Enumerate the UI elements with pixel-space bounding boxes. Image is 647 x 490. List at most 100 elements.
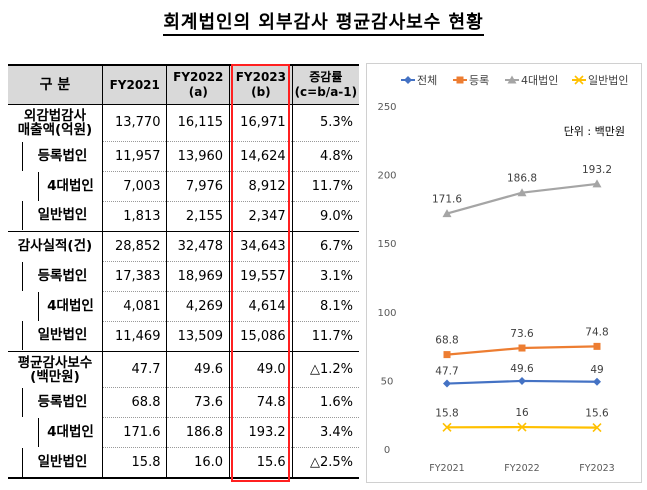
table-cell: 49.6 <box>166 350 230 388</box>
data-point <box>517 422 527 432</box>
row-label: 평균감사보수 (백만원) <box>8 350 103 388</box>
data-label: 16 <box>515 407 529 419</box>
table-cell: 13,770 <box>101 104 167 142</box>
table-row: 등록법인 17,383 18,969 19,557 3.1% <box>8 261 359 292</box>
table-row: 평균감사보수 (백만원) 47.7 49.6 49.0 △1.2% <box>8 350 359 388</box>
legend-label: 등록 <box>469 74 489 87</box>
table-cell: 28,852 <box>101 230 167 262</box>
table-cell: 32,478 <box>166 230 230 262</box>
data-point <box>593 342 601 350</box>
table-cell: 9.0% <box>291 201 359 231</box>
x-tick-label: FY2023 <box>579 463 614 474</box>
table-cell: 3.1% <box>291 261 359 292</box>
data-label: 68.8 <box>435 335 458 347</box>
table-cell: 11,469 <box>101 321 167 351</box>
table-cell: 8,912 <box>229 171 293 202</box>
data-point <box>443 351 451 359</box>
unit-annotation: 단위 : 백만원 <box>564 125 625 138</box>
table-row: 등록법인 11,957 13,960 14,624 4.8% <box>8 141 359 172</box>
row-label: 등록법인 <box>8 141 102 171</box>
data-label: 15.8 <box>435 407 458 419</box>
table-cell: 1,813 <box>101 201 167 231</box>
row-label: 등록법인 <box>8 261 102 291</box>
table-cell: 16,115 <box>166 104 230 142</box>
legend-marker <box>456 76 464 84</box>
row-label: 외감법감사 매출액(억원) <box>8 105 102 142</box>
y-tick-label: 100 <box>377 308 396 319</box>
row-label-text: 등록법인 <box>22 141 102 171</box>
table-row: 4대법인 171.6 186.8 193.2 3.4% <box>8 417 359 448</box>
table-cell: 17,383 <box>101 261 167 292</box>
table-cell: 16,971 <box>229 104 293 142</box>
table-body: 외감법감사 매출액(억원) 13,770 16,115 16,971 5.3% 등록법인 1… <box>8 104 359 479</box>
row-label: 감사실적(건) <box>8 230 103 261</box>
table-cell: 13,960 <box>166 141 230 172</box>
data-label: 186.8 <box>507 173 537 185</box>
data-point <box>517 188 527 197</box>
row-label-text: 등록법인 <box>22 261 102 291</box>
row-label-text: 평균감사보수 (백만원) <box>17 354 93 385</box>
table-row: 외감법감사 매출액(억원) 13,770 16,115 16,971 5.3% <box>8 104 359 142</box>
table-cell: 5.3% <box>291 104 359 142</box>
data-point <box>518 344 526 352</box>
data-label: 171.6 <box>432 194 462 206</box>
data-label: 47.7 <box>435 366 458 378</box>
table-cell: 15,086 <box>229 321 293 351</box>
data-point <box>592 423 602 433</box>
table-cell: 7,976 <box>166 171 230 202</box>
row-label-text: 일반법인 <box>22 321 102 351</box>
data-point <box>442 209 452 218</box>
table-cell: 15.8 <box>101 447 167 479</box>
x-tick-label: FY2022 <box>504 463 539 474</box>
table-row: 일반법인 1,813 2,155 2,347 9.0% <box>8 201 359 231</box>
table-row: 일반법인 15.8 16.0 15.6 △2.5% <box>8 447 359 479</box>
data-point <box>592 179 602 188</box>
table-cell: 1.6% <box>291 387 359 418</box>
y-tick-label: 250 <box>377 102 396 113</box>
row-label-text: 감사실적(건) <box>17 238 93 255</box>
x-tick-label: FY2021 <box>429 463 464 474</box>
y-tick-label: 150 <box>377 239 396 250</box>
table-cell: 47.7 <box>101 350 167 388</box>
table-row: 일반법인 11,469 13,509 15,086 11.7% <box>8 321 359 351</box>
table-cell: 13,509 <box>166 321 230 351</box>
table-cell: 186.8 <box>166 417 230 448</box>
y-tick-label: 0 <box>384 445 390 456</box>
row-label-text: 4대법인 <box>38 171 102 201</box>
table-cell: 11.7% <box>291 321 359 351</box>
column-header: FY2022 (a) <box>166 64 230 105</box>
table-cell: 6.7% <box>291 230 359 262</box>
table-cell: 11,957 <box>101 141 167 172</box>
table-cell: 34,643 <box>229 230 293 262</box>
row-label: 4대법인 <box>8 291 102 321</box>
row-label-text: 4대법인 <box>38 291 102 321</box>
page-title-text: 회계법인의 외부감사 평균감사보수 현황 <box>163 12 484 36</box>
table-cell: 3.4% <box>291 417 359 448</box>
table-row: 감사실적(건) 28,852 32,478 34,643 6.7% <box>8 230 359 262</box>
table-cell: △2.5% <box>291 447 359 479</box>
table-cell: 8.1% <box>291 291 359 322</box>
table-row: 4대법인 4,081 4,269 4,614 8.1% <box>8 291 359 322</box>
row-label: 4대법인 <box>8 171 102 201</box>
y-tick-label: 50 <box>381 376 394 387</box>
legend-marker <box>404 76 412 84</box>
data-label: 49.6 <box>510 363 534 375</box>
table-cell: 4,081 <box>101 291 167 322</box>
table-cell: 14,624 <box>229 141 293 172</box>
table-cell: 19,557 <box>229 261 293 292</box>
table-cell: 68.8 <box>101 387 167 418</box>
table-cell: 2,347 <box>229 201 293 231</box>
row-label-text: 4대법인 <box>38 418 102 447</box>
legend-label: 전체 <box>417 74 437 87</box>
page-title: 회계법인의 외부감사 평균감사보수 현황 <box>0 8 647 36</box>
legend-marker <box>574 75 584 85</box>
legend-marker <box>507 75 517 84</box>
table-cell: 193.2 <box>229 417 293 448</box>
data-point <box>442 422 452 432</box>
row-label: 일반법인 <box>8 201 102 231</box>
table-cell: 74.8 <box>229 387 293 418</box>
table-cell: 16.0 <box>166 447 230 479</box>
table-cell: △1.2% <box>291 350 359 388</box>
data-point <box>443 379 451 388</box>
table-cell: 73.6 <box>166 387 230 418</box>
